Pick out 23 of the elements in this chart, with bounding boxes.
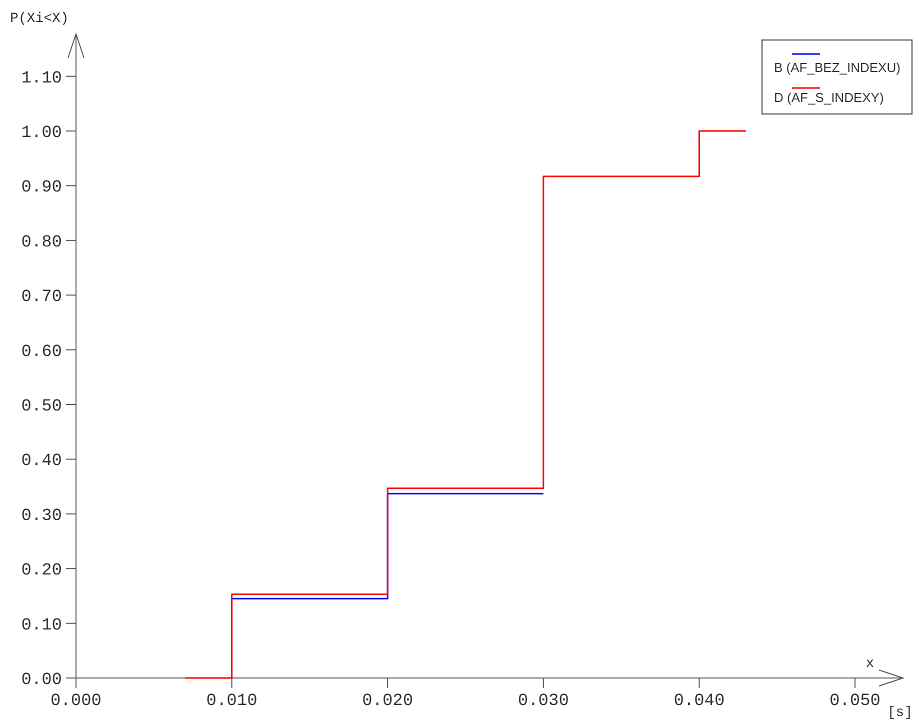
y-tick-label: 0.10 <box>21 616 62 636</box>
y-tick-label: 0.50 <box>21 397 62 416</box>
y-tick-label: 0.90 <box>21 178 62 198</box>
legend-label: B (AF_BEZ_INDEXU) <box>774 60 900 75</box>
x-tick-label: 0.030 <box>518 692 569 711</box>
y-axis-title: P(Xi<X) <box>10 11 69 27</box>
legend-label: D (AF_S_INDEXY) <box>774 90 884 105</box>
y-tick-label: 0.30 <box>21 506 62 526</box>
y-tick-label: 0.20 <box>21 562 62 581</box>
x-tick-label: 0.040 <box>674 692 725 711</box>
y-tick-label: 0.70 <box>21 288 62 308</box>
y-tick-label: 0.40 <box>21 452 62 472</box>
x-tick-label: 0.010 <box>206 692 258 711</box>
y-tick-label: 1.00 <box>21 124 62 143</box>
x-tick-label: 0.000 <box>50 692 102 711</box>
x-tick-label: 0.050 <box>829 692 881 711</box>
y-tick-label: 0.80 <box>21 233 62 252</box>
y-tick-label: 0.60 <box>21 342 62 362</box>
x-axis-title: x <box>866 656 874 672</box>
y-tick-label: 0.00 <box>21 670 62 690</box>
x-tick-label: 0.020 <box>362 692 414 711</box>
text: [s] <box>887 705 913 721</box>
y-tick-label: 1.10 <box>21 69 62 88</box>
